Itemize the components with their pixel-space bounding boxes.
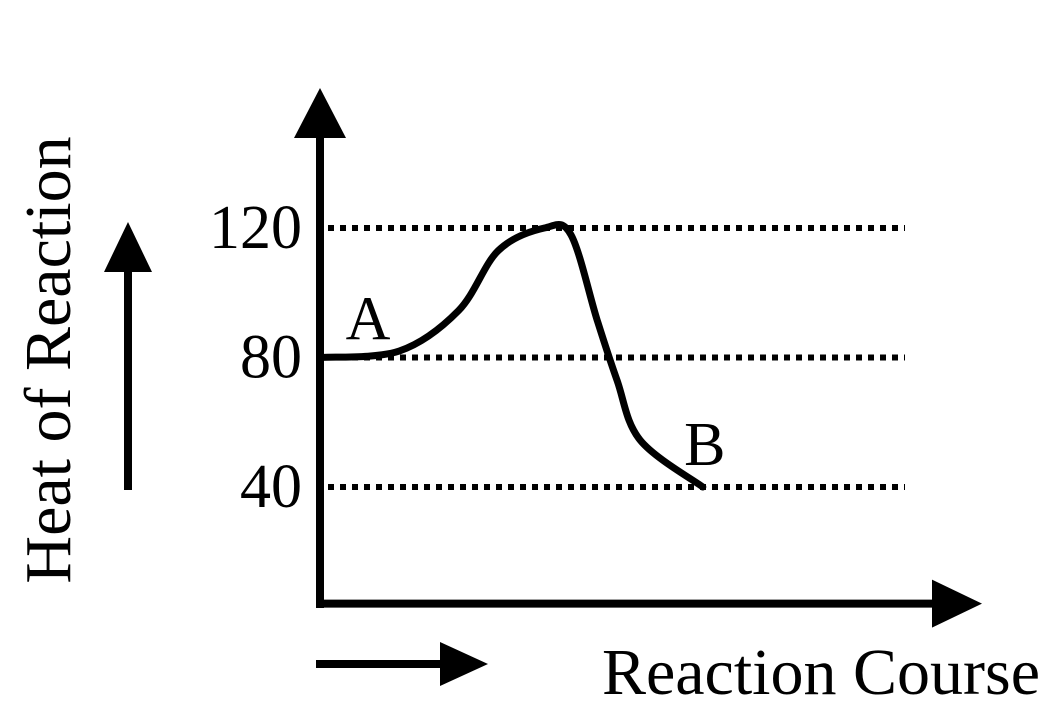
x-axis-label: Reaction Course xyxy=(602,636,1040,704)
y-axis-arrow xyxy=(294,88,346,138)
x-axis-arrow xyxy=(932,579,982,628)
y-tick-label: 40 xyxy=(240,453,302,521)
annotation: B xyxy=(684,411,725,479)
reaction-curve xyxy=(316,220,707,491)
x-label-arrow-head xyxy=(440,642,488,686)
annotation: A xyxy=(346,286,391,354)
y-axis-label: Heat of Reaction xyxy=(12,136,85,583)
y-tick-label: 80 xyxy=(240,324,302,392)
y-label-arrow-head xyxy=(104,222,152,272)
y-tick-label: 120 xyxy=(209,194,302,262)
